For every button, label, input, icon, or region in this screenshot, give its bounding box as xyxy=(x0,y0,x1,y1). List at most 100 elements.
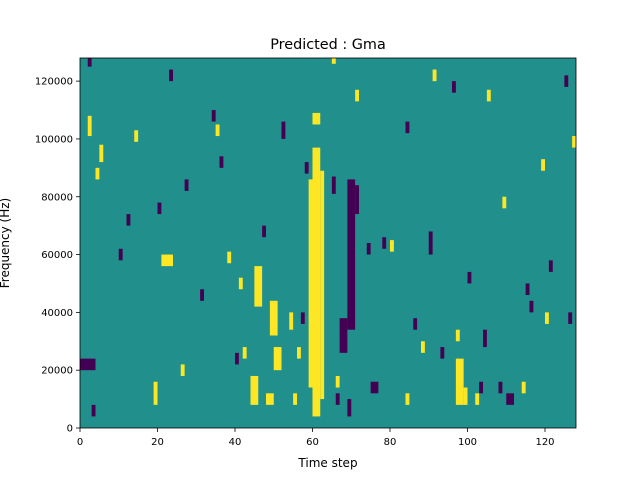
y-tick-label: 60000 xyxy=(41,250,73,261)
heatmap-cell-level0 xyxy=(219,156,224,168)
heatmap-cell-level0 xyxy=(452,81,456,93)
heatmap-cell-level0 xyxy=(262,225,266,238)
heatmap-cell-level2 xyxy=(432,69,437,82)
x-tick-label: 60 xyxy=(306,437,319,448)
y-tick-label: 80000 xyxy=(41,192,73,203)
heatmap-cell-level2 xyxy=(545,312,549,324)
heatmap-cell-level2 xyxy=(161,254,173,267)
heatmap-cell-level2 xyxy=(331,58,336,64)
heatmap-cell-level2 xyxy=(572,136,576,148)
heatmap-cell-level2 xyxy=(289,312,294,330)
heatmap-cell-level2 xyxy=(421,341,425,353)
x-tick-label: 40 xyxy=(229,437,242,448)
heatmap-cell-level0 xyxy=(413,318,418,330)
x-axis-label: Time step xyxy=(297,456,357,470)
heatmap-cell-level0 xyxy=(355,185,359,215)
heatmap-cell-level2 xyxy=(134,130,139,142)
heatmap-cell-level2 xyxy=(335,375,340,388)
heatmap-cell-level2 xyxy=(390,240,394,252)
x-tick-label: 80 xyxy=(384,437,397,448)
y-tick-label: 120000 xyxy=(35,77,73,88)
heatmap-cell-level0 xyxy=(339,318,348,353)
heatmap-cell-level2 xyxy=(455,358,464,405)
heatmap-cell-level2 xyxy=(455,329,460,342)
heatmap-cell-level2 xyxy=(355,89,359,102)
heatmap-cell-level0 xyxy=(366,243,371,255)
chart-title: Predicted : Gma xyxy=(270,37,386,53)
heatmap-cell-level0 xyxy=(335,393,340,405)
heatmap-cell-level2 xyxy=(266,393,274,405)
y-tick-label: 20000 xyxy=(41,366,73,377)
heatmap-cell-level0 xyxy=(169,69,173,82)
heatmap-cell-level2 xyxy=(99,144,104,163)
heatmap-cell-level0 xyxy=(382,237,387,249)
heatmap-cell-level2 xyxy=(475,393,480,405)
heatmap-cell-level2 xyxy=(227,251,232,264)
heatmap-cell-level0 xyxy=(80,358,96,371)
heatmap-cell-level2 xyxy=(250,375,259,405)
x-axis: 0 20 40 60 80 100 120 xyxy=(77,428,555,448)
heatmap-cell-level2 xyxy=(320,170,325,400)
heatmap-cell-level2 xyxy=(238,277,243,290)
y-tick-label: 40000 xyxy=(41,308,73,319)
heatmap-cell-level0 xyxy=(281,121,286,139)
heatmap-cell-level0 xyxy=(118,248,123,261)
heatmap-cell-level2 xyxy=(308,179,313,388)
heatmap-cell-level0 xyxy=(157,202,162,215)
y-tick-label: 100000 xyxy=(35,134,73,145)
heatmap-cell-level0 xyxy=(91,404,96,417)
heatmap-cell-level0 xyxy=(467,271,472,284)
heatmap-cell-level2 xyxy=(180,364,185,376)
heatmap-cell-level0 xyxy=(405,121,410,134)
heatmap-cell-level0 xyxy=(184,179,189,191)
heatmap-cell-level2 xyxy=(502,196,507,209)
heatmap-cell-level2 xyxy=(95,167,100,180)
heatmap-cell-level0 xyxy=(564,75,569,87)
heatmap-cell-level0 xyxy=(347,399,352,417)
heatmap-cell-level2 xyxy=(215,124,220,137)
heatmap-cells xyxy=(80,58,576,417)
heatmap-cell-level0 xyxy=(211,110,216,122)
heatmap-cell-level0 xyxy=(87,58,92,67)
heatmap-cell-level2 xyxy=(269,300,278,336)
heatmap-cell-level2 xyxy=(153,381,158,405)
y-axis: 0 20000 40000 60000 80000 100000 120000 xyxy=(35,77,80,435)
heatmap-cell-level2 xyxy=(242,347,247,359)
heatmap-cell-level2 xyxy=(463,387,468,405)
heatmap-cell-level2 xyxy=(297,347,301,359)
heatmap-cell-level0 xyxy=(568,312,573,324)
heatmap-cell-level2 xyxy=(87,115,92,137)
heatmap-cell-level2 xyxy=(312,112,321,125)
heatmap-cell-level0 xyxy=(506,393,514,405)
heatmap-cell-level2 xyxy=(312,147,321,417)
x-tick-label: 20 xyxy=(151,437,164,448)
x-tick-label: 120 xyxy=(535,437,554,448)
heatmap-cell-level0 xyxy=(479,381,483,394)
heatmap-cell-level0 xyxy=(370,381,379,394)
heatmap-cell-level0 xyxy=(235,352,239,365)
heatmap-cell-level2 xyxy=(405,393,410,405)
heatmap-cell-level0 xyxy=(440,347,445,359)
heatmap-cell-level0 xyxy=(529,300,534,313)
heatmap-cell-level0 xyxy=(126,214,131,226)
heatmap-cell-level2 xyxy=(486,89,491,102)
y-tick-label: 0 xyxy=(67,424,73,435)
heatmap-cell-level0 xyxy=(347,179,356,330)
plot-background xyxy=(80,58,576,428)
heatmap-cell-level0 xyxy=(548,260,553,272)
heatmap-cell-level0 xyxy=(200,289,204,301)
x-tick-label: 100 xyxy=(458,437,477,448)
x-tick-label: 0 xyxy=(77,437,83,448)
heatmap-cell-level2 xyxy=(254,266,263,307)
heatmap-cell-level2 xyxy=(541,159,545,171)
heatmap-cell-level2 xyxy=(293,393,297,405)
heatmap-cell-level0 xyxy=(304,162,309,174)
plot-frame xyxy=(79,57,577,429)
heatmap-cell-level0 xyxy=(428,231,433,255)
heatmap-cell-level0 xyxy=(525,283,530,296)
y-axis-label: Frequency (Hz) xyxy=(0,198,12,289)
heatmap-cell-level0 xyxy=(498,381,503,394)
heatmap-cell-level0 xyxy=(331,176,336,194)
